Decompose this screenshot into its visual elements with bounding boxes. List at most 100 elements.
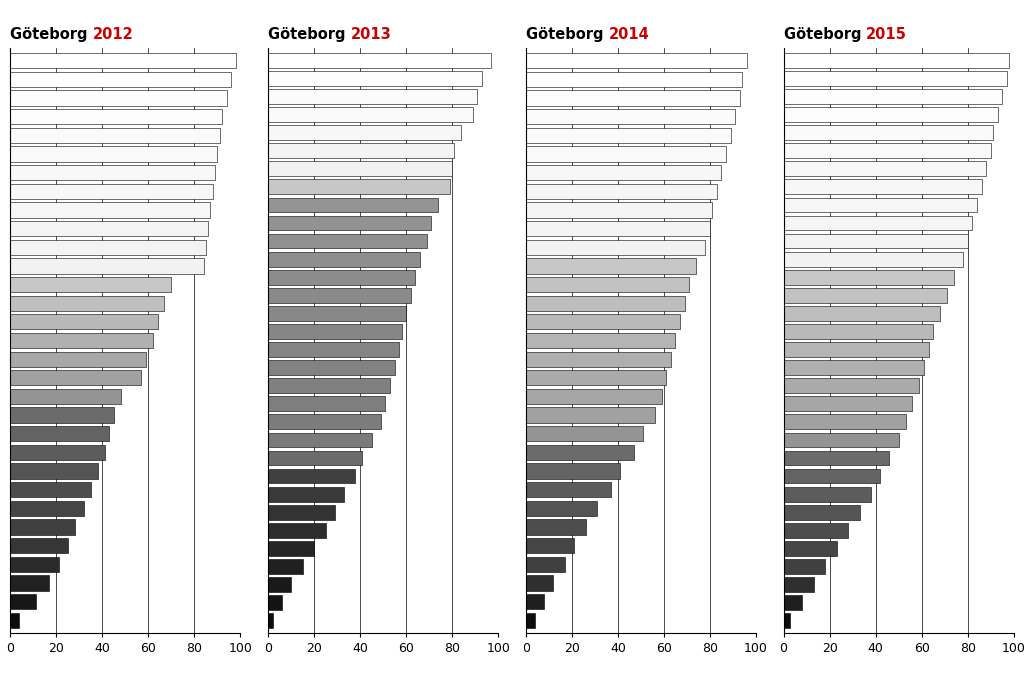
Bar — [268, 125, 462, 140]
Bar — [268, 107, 473, 122]
Bar — [268, 378, 390, 393]
Bar — [10, 520, 75, 535]
Bar — [525, 501, 597, 516]
Bar — [525, 258, 696, 274]
Bar — [525, 91, 740, 106]
Bar — [783, 234, 968, 249]
Text: 2013: 2013 — [350, 27, 391, 42]
Bar — [783, 505, 859, 520]
Bar — [783, 270, 954, 285]
Bar — [525, 445, 634, 460]
Bar — [10, 109, 222, 125]
Bar — [268, 577, 291, 592]
Bar — [268, 306, 407, 321]
Bar — [10, 556, 58, 572]
Bar — [525, 389, 662, 404]
Bar — [268, 234, 427, 249]
Bar — [10, 296, 165, 311]
Bar — [525, 184, 717, 199]
Bar — [783, 107, 997, 122]
Bar — [10, 240, 206, 255]
Bar — [10, 165, 215, 180]
Bar — [10, 594, 36, 609]
Bar — [783, 324, 933, 339]
Bar — [10, 277, 171, 292]
Bar — [268, 143, 455, 158]
Bar — [10, 351, 146, 367]
Bar — [268, 523, 326, 538]
Text: Göteborg: Göteborg — [525, 27, 608, 42]
Bar — [10, 426, 110, 441]
Bar — [10, 501, 84, 516]
Bar — [525, 127, 731, 143]
Bar — [10, 575, 49, 590]
Bar — [268, 469, 355, 484]
Bar — [268, 541, 314, 556]
Bar — [783, 360, 924, 375]
Bar — [10, 221, 208, 236]
Text: Göteborg: Göteborg — [268, 27, 350, 42]
Bar — [10, 482, 91, 497]
Bar — [783, 541, 837, 556]
Bar — [268, 432, 372, 447]
Bar — [268, 415, 381, 429]
Bar — [783, 306, 940, 321]
Bar — [525, 72, 742, 87]
Bar — [783, 179, 982, 194]
Bar — [783, 396, 912, 411]
Bar — [10, 314, 158, 330]
Bar — [783, 342, 929, 357]
Bar — [525, 370, 667, 385]
Bar — [525, 165, 722, 180]
Bar — [783, 125, 993, 140]
Bar — [268, 161, 453, 176]
Bar — [10, 202, 211, 218]
Bar — [10, 389, 121, 404]
Bar — [525, 202, 713, 218]
Text: 2012: 2012 — [93, 27, 133, 42]
Bar — [783, 288, 947, 303]
Bar — [525, 333, 676, 348]
Bar — [525, 146, 726, 161]
Bar — [525, 426, 643, 441]
Bar — [525, 613, 535, 628]
Bar — [525, 296, 685, 311]
Bar — [783, 595, 802, 610]
Bar — [10, 333, 153, 348]
Text: Göteborg: Göteborg — [10, 27, 93, 42]
Bar — [783, 143, 991, 158]
Bar — [268, 595, 282, 610]
Bar — [10, 463, 97, 479]
Bar — [268, 505, 335, 520]
Bar — [10, 445, 104, 460]
Bar — [783, 487, 871, 501]
Bar — [525, 520, 586, 535]
Bar — [10, 184, 213, 199]
Bar — [783, 161, 986, 176]
Bar — [10, 127, 220, 143]
Bar — [268, 559, 302, 574]
Text: Göteborg: Göteborg — [783, 27, 866, 42]
Bar — [10, 146, 217, 161]
Bar — [525, 538, 574, 554]
Bar — [525, 277, 689, 292]
Bar — [268, 89, 477, 104]
Bar — [268, 71, 482, 86]
Bar — [10, 258, 204, 274]
Bar — [268, 252, 420, 266]
Bar — [525, 314, 680, 330]
Bar — [783, 559, 825, 574]
Bar — [268, 270, 416, 285]
Bar — [525, 463, 621, 479]
Bar — [268, 197, 438, 212]
Bar — [268, 179, 450, 194]
Bar — [268, 396, 385, 411]
Bar — [525, 221, 710, 236]
Bar — [783, 71, 1007, 86]
Bar — [10, 72, 231, 87]
Bar — [783, 451, 890, 465]
Bar — [525, 556, 565, 572]
Bar — [268, 324, 401, 339]
Bar — [783, 577, 813, 592]
Bar — [525, 240, 706, 255]
